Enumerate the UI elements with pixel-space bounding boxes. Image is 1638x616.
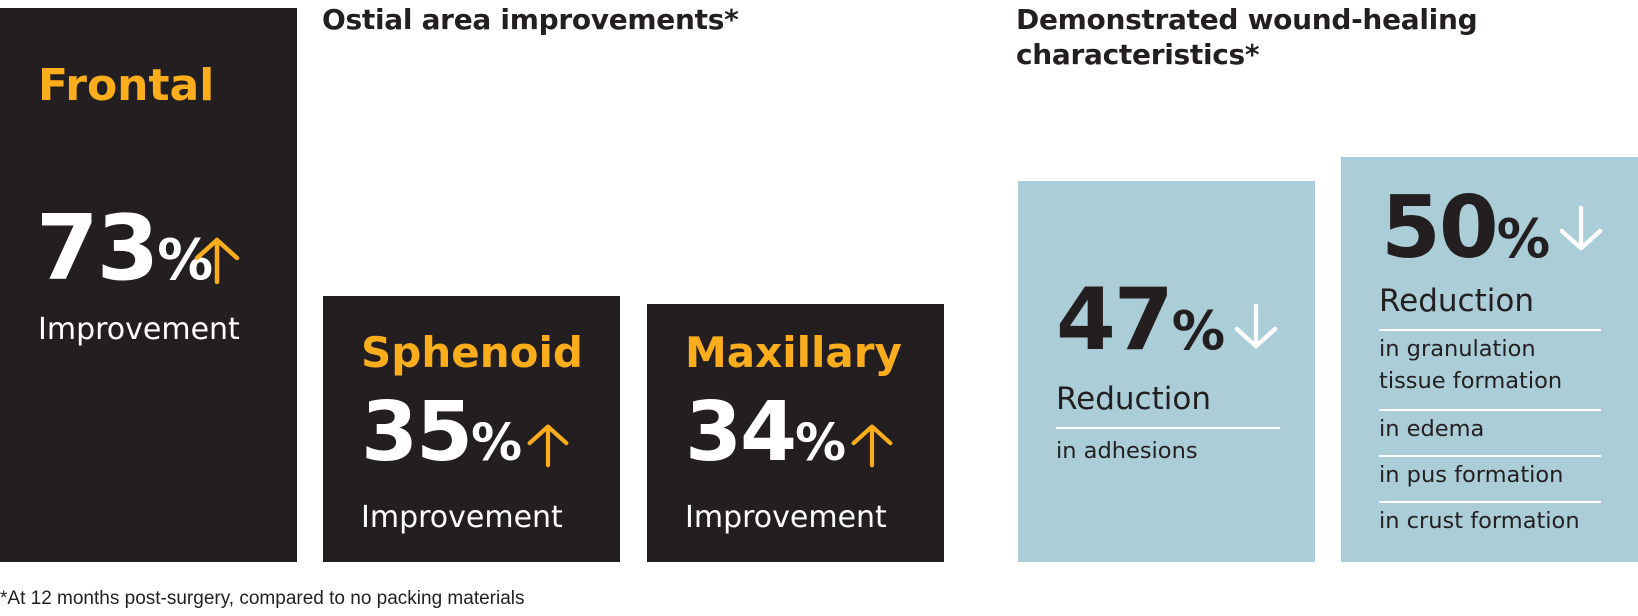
arrow-up-icon (851, 424, 893, 468)
arrow-up-icon (527, 424, 569, 468)
divider (1379, 409, 1601, 411)
divider (1379, 501, 1601, 503)
bar-multi-percent: % (1496, 208, 1550, 270)
footnote: *At 12 months post-surgery, compared to … (0, 588, 525, 609)
bar-maxillary: Maxillary 34% Improvement (647, 304, 944, 562)
ostial-chart-title: Ostial area improvements* (322, 3, 739, 36)
bar-frontal: Frontal 73% Improvement (0, 8, 297, 562)
bar-sphenoid-label: Sphenoid (361, 328, 583, 377)
bar-adhesions: 47% Reduction in adhesions (1018, 181, 1315, 562)
detail-pus: in pus formation (1379, 462, 1564, 488)
detail-adhesions: in adhesions (1056, 438, 1198, 464)
bar-maxillary-percent: % (795, 413, 846, 472)
bar-maxillary-value: 34% (685, 392, 846, 474)
bar-frontal-caption: Improvement (38, 312, 240, 347)
detail-crust: in crust formation (1379, 508, 1580, 534)
arrow-down-icon (1559, 205, 1603, 251)
bar-adhesions-value: 47% (1056, 277, 1225, 363)
bar-maxillary-number: 34 (685, 385, 797, 480)
bar-multi-caption: Reduction (1379, 283, 1534, 319)
bar-adhesions-caption: Reduction (1056, 381, 1211, 417)
bar-multi-value: 50% (1381, 185, 1550, 271)
divider (1056, 427, 1280, 429)
bar-sphenoid-number: 35 (361, 385, 473, 480)
bar-frontal-number: 73 (36, 196, 159, 301)
divider (1379, 329, 1601, 331)
bar-frontal-value: 73% (36, 204, 213, 294)
bar-maxillary-label: Maxillary (685, 328, 902, 377)
arrow-down-icon (1234, 303, 1278, 349)
bar-sphenoid-value: 35% (361, 392, 522, 474)
detail-granulation: in granulation tissue formation (1379, 336, 1563, 394)
bar-sphenoid-caption: Improvement (361, 500, 563, 535)
divider (1379, 455, 1601, 457)
bar-sphenoid-percent: % (471, 413, 522, 472)
arrow-up-icon (194, 237, 240, 284)
bar-frontal-label: Frontal (38, 60, 215, 111)
bar-frontal-percent: % (157, 228, 213, 293)
bar-adhesions-percent: % (1171, 300, 1225, 362)
bar-multi: 50% Reduction in granulation tissue form… (1341, 157, 1638, 562)
wound-chart-title: Demonstrated wound-healing characteristi… (1016, 3, 1478, 71)
bar-maxillary-caption: Improvement (685, 500, 887, 535)
detail-edema: in edema (1379, 416, 1485, 442)
bar-adhesions-number: 47 (1056, 270, 1174, 370)
bar-multi-number: 50 (1381, 178, 1499, 278)
bar-sphenoid: Sphenoid 35% Improvement (323, 296, 620, 562)
